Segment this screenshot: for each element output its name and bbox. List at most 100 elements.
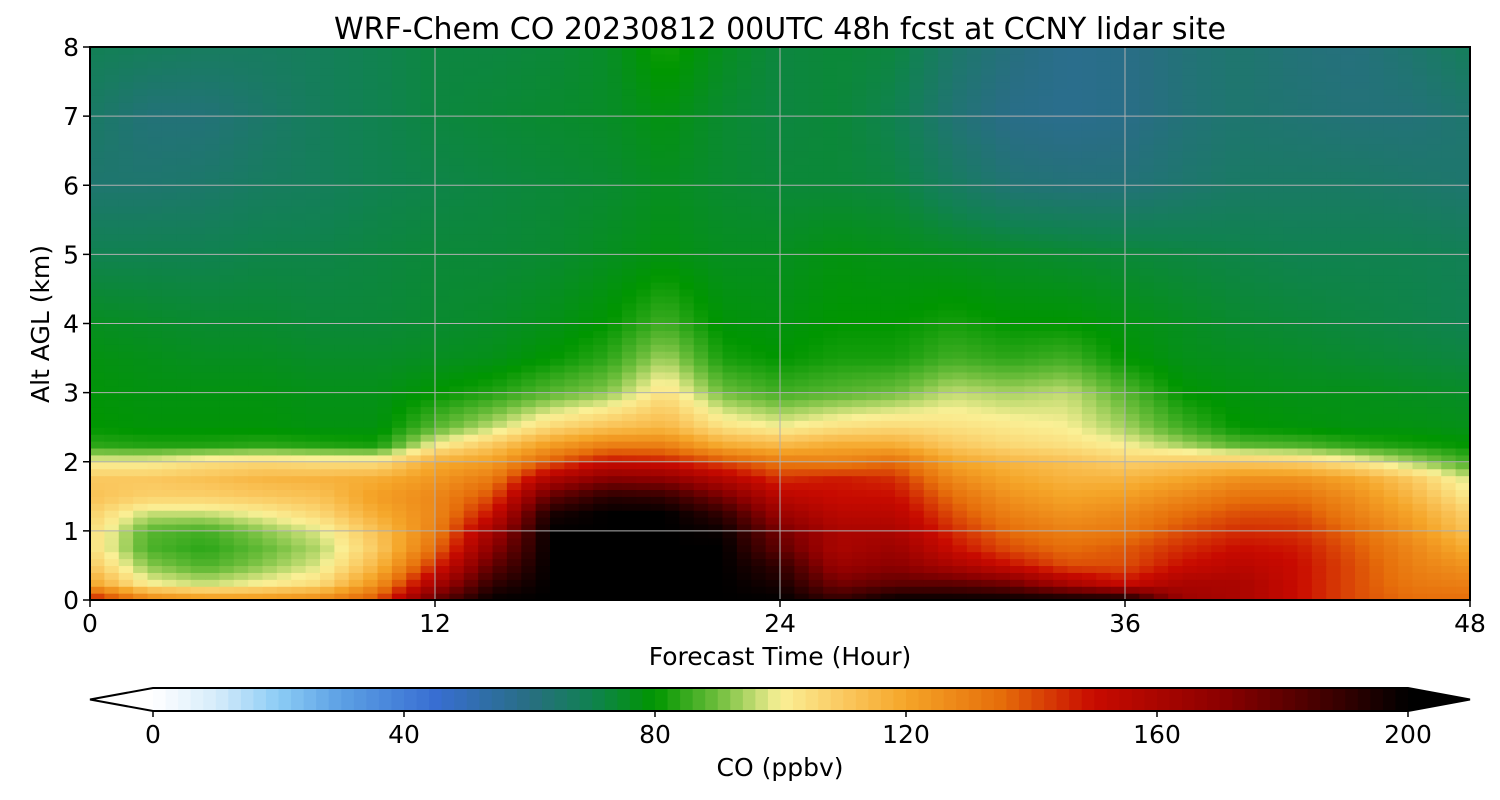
heatmap-cell [449,523,465,532]
heatmap-cell [1268,371,1284,380]
heatmap-cell [650,551,666,560]
heatmap-cell [1326,461,1342,470]
heatmap-cell [305,351,321,359]
heatmap-cell [161,330,177,338]
heatmap-cell [564,316,580,325]
heatmap-cell [1038,565,1054,573]
heatmap-cell [909,399,925,408]
heatmap-cell [938,268,954,276]
heatmap-cell [1182,316,1198,325]
heatmap-cell [176,254,192,262]
heatmap-cell [1125,295,1140,304]
heatmap-cell [1426,413,1442,421]
heatmap-cell [133,282,149,290]
heatmap-cell [550,282,565,290]
heatmap-cell [1053,378,1069,387]
heatmap-cell [233,399,249,408]
heatmap-cell [578,302,594,311]
heatmap-cell [1283,337,1299,345]
heatmap-cell [133,503,149,511]
heatmap-cell [1240,544,1255,553]
heatmap-cell [492,288,508,297]
heatmap-cell [334,441,350,449]
heatmap-cell [190,510,206,518]
heatmap-cell [118,523,134,532]
heatmap-cell [923,302,939,311]
heatmap-cell [205,510,220,518]
heatmap-cell [693,544,709,553]
heatmap-cell [276,510,292,518]
heatmap-cell [851,454,867,463]
heatmap-cell [1355,496,1370,504]
heatmap-cell [1038,378,1054,387]
heatmap-cell [636,295,652,304]
heatmap-cell [1096,399,1112,408]
heatmap-cell [1441,441,1457,449]
heatmap-cell [506,309,522,318]
heatmap-cell [880,323,896,332]
heatmap-cell [305,503,321,511]
heatmap-cell [981,288,997,297]
heatmap-cell [880,544,896,553]
heatmap-cell [851,517,867,525]
heatmap-cell [1081,482,1097,490]
heatmap-cell [578,316,594,325]
heatmap-cell [233,510,249,518]
heatmap-cell [679,337,695,345]
heatmap-cell [995,392,1011,401]
heatmap-cell [593,447,609,456]
heatmap-cell [1412,544,1428,553]
heatmap-cell [147,475,163,484]
heatmap-cell [334,482,350,490]
heatmap-cell [665,337,680,345]
heatmap-cell [363,510,379,518]
heatmap-cell [1211,240,1227,249]
heatmap-cell [693,316,709,325]
heatmap-cell [621,503,637,511]
heatmap-cell [1326,385,1342,394]
heatmap-cell [794,399,810,408]
heatmap-cell [607,378,623,387]
heatmap-cell [1340,510,1356,518]
heatmap-cell [952,385,968,394]
heatmap-cell [176,496,192,504]
heatmap-cell [636,558,652,567]
heatmap-cell [1168,316,1184,325]
heatmap-cell [1053,295,1069,304]
heatmap-cell [334,586,350,594]
heatmap-cell [1211,295,1227,304]
heatmap-cell [1211,503,1227,511]
heatmap-cell [492,420,508,428]
heatmap-cell [147,537,163,546]
heatmap-cell [650,282,666,290]
heatmap-cell [1369,441,1385,449]
heatmap-cell [1110,572,1126,580]
heatmap-cell [851,572,867,580]
heatmap-cell [1182,544,1198,553]
heatmap-cell [1168,351,1184,359]
heatmap-cell [722,261,738,269]
heatmap-cell [736,461,752,470]
heatmap-cell [1139,364,1155,373]
heatmap-cell [506,344,522,352]
heatmap-cell [1441,503,1457,511]
heatmap-cell [1297,544,1313,553]
heatmap-cell [895,378,910,387]
heatmap-cell [708,579,724,587]
heatmap-cell [262,447,278,456]
heatmap-cell [909,268,925,276]
heatmap-cell [880,275,896,283]
heatmap-cell [1168,378,1184,387]
heatmap-cell [305,496,321,504]
heatmap-cell [708,551,724,560]
heatmap-cell [104,544,120,553]
heatmap-cell [621,517,637,525]
heatmap-cell [880,282,896,290]
heatmap-cell [1010,406,1025,414]
heatmap-cell [1125,399,1140,408]
heatmap-cell [1340,503,1356,511]
heatmap-cell [262,399,278,408]
heatmap-cell [1225,392,1241,401]
heatmap-cell [420,468,436,477]
heatmap-cell [1398,565,1414,573]
